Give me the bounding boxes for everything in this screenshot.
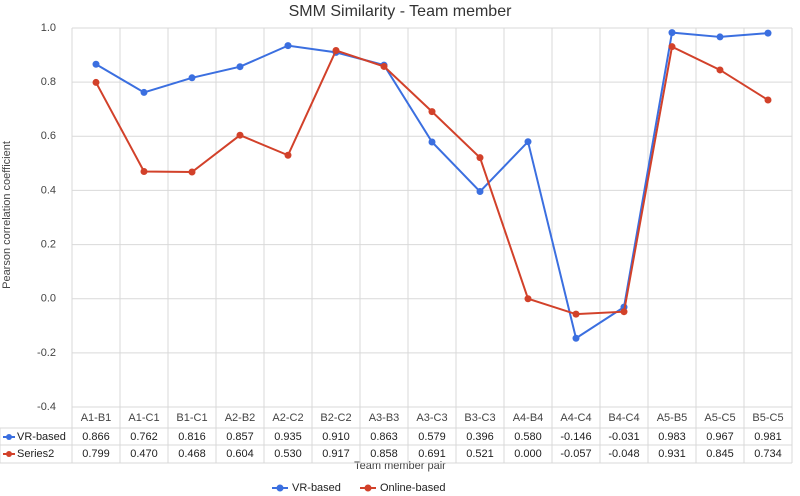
table-cell: 0.734 (754, 448, 782, 460)
x-tick-label: B3-C3 (464, 412, 495, 424)
data-point (188, 168, 196, 176)
y-tick-label: 0.0 (41, 293, 56, 305)
table-cell: 0.857 (226, 431, 254, 443)
table-cell: 0.580 (514, 431, 542, 443)
table-cell: 0.866 (82, 431, 110, 443)
data-point (140, 88, 148, 96)
x-tick-label: A2-C2 (272, 412, 303, 424)
table-cell: 0.530 (274, 448, 302, 460)
x-tick-label: B5-C5 (752, 412, 783, 424)
data-point (764, 96, 772, 104)
legend-marker (276, 484, 284, 492)
table-cell: 0.521 (466, 448, 494, 460)
data-point (716, 33, 724, 41)
legend-label: VR-based (292, 482, 341, 494)
table-row-label: VR-based (17, 431, 66, 443)
data-point (524, 295, 532, 303)
data-point (236, 63, 244, 71)
x-tick-label: A2-B2 (225, 412, 256, 424)
x-tick-label: A3-B3 (369, 412, 400, 424)
table-cell: 0.967 (706, 431, 734, 443)
x-tick-label: B1-C1 (176, 412, 207, 424)
data-point (284, 151, 292, 159)
x-tick-label: A5-C5 (704, 412, 735, 424)
x-tick-label: A1-C1 (128, 412, 159, 424)
data-point (380, 62, 388, 70)
data-point (572, 310, 580, 318)
series-line (95, 45, 769, 316)
x-tick-label: A3-C3 (416, 412, 447, 424)
table-cell: -0.031 (608, 431, 639, 443)
data-point (620, 308, 628, 316)
x-axis-label: Team member pair (354, 460, 446, 472)
data-point (140, 167, 148, 175)
table-cell: 0.604 (226, 448, 254, 460)
data-point (764, 29, 772, 37)
data-point (428, 108, 436, 116)
table-row-label: Series2 (17, 448, 54, 460)
data-point (524, 138, 532, 146)
chart-title: SMM Similarity - Team member (289, 3, 513, 20)
x-tick-label: B4-C4 (608, 412, 639, 424)
table-cell: 0.917 (322, 448, 350, 460)
x-tick-label: A1-B1 (81, 412, 112, 424)
y-axis-label: Pearson correlation coefficient (1, 141, 13, 289)
y-tick-label: 0.6 (41, 130, 56, 142)
table-cell: 0.931 (658, 448, 686, 460)
x-tick-label: B2-C2 (320, 412, 351, 424)
data-point (188, 74, 196, 82)
data-point (236, 131, 244, 139)
table-cell: 0.000 (514, 448, 542, 460)
table-legend-marker (6, 451, 12, 457)
data-point (332, 46, 340, 54)
data-point (284, 42, 292, 50)
data-point (92, 78, 100, 86)
x-tick-label: A4-B4 (513, 412, 544, 424)
data-point (428, 138, 436, 146)
y-tick-label: 0.8 (41, 76, 56, 88)
table-cell: 0.845 (706, 448, 734, 460)
table-cell: 0.983 (658, 431, 686, 443)
table-cell: 0.468 (178, 448, 206, 460)
table-cell: 0.935 (274, 431, 302, 443)
table-cell: 0.863 (370, 431, 398, 443)
data-point (476, 154, 484, 162)
data-point (476, 188, 484, 196)
table-cell: -0.048 (608, 448, 639, 460)
y-tick-label: -0.2 (37, 347, 56, 359)
legend-marker (364, 484, 372, 492)
x-tick-label: A4-C4 (560, 412, 591, 424)
table-cell: 0.816 (178, 431, 206, 443)
data-point (716, 66, 724, 74)
table-cell: 0.762 (130, 431, 158, 443)
table-cell: 0.579 (418, 431, 446, 443)
x-tick-label: A5-B5 (657, 412, 688, 424)
table-cell: -0.146 (560, 431, 591, 443)
data-point (572, 334, 580, 342)
y-tick-label: 0.4 (41, 184, 56, 196)
table-cell: -0.057 (560, 448, 591, 460)
table-cell: 0.470 (130, 448, 158, 460)
table-legend-marker (6, 434, 12, 440)
table-cell: 0.396 (466, 431, 494, 443)
table-cell: 0.799 (82, 448, 110, 460)
table-cell: 0.691 (418, 448, 446, 460)
data-point (668, 29, 676, 37)
table-cell: 0.981 (754, 431, 782, 443)
data-point (668, 43, 676, 51)
table-cell: 0.910 (322, 431, 350, 443)
y-tick-label: -0.4 (37, 401, 56, 413)
legend-label: Online-based (380, 482, 445, 494)
y-tick-label: 1.0 (41, 22, 56, 34)
table-cell: 0.858 (370, 448, 398, 460)
data-point (92, 60, 100, 68)
y-tick-label: 0.2 (41, 238, 56, 250)
